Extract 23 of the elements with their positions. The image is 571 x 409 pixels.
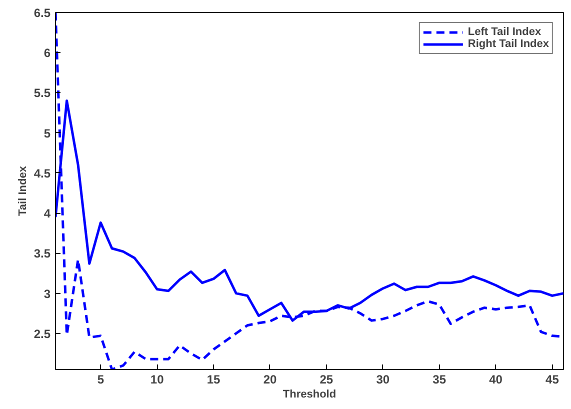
y-tick-label: 3.5 xyxy=(34,246,51,261)
x-tick-label: 45 xyxy=(546,372,560,386)
x-tick-label: 15 xyxy=(206,372,221,386)
x-tick-label: 35 xyxy=(432,372,446,386)
y-tick-label: 4 xyxy=(44,206,51,221)
x-tick-label: 25 xyxy=(320,372,334,386)
legend-label: Right Tail Index xyxy=(468,38,549,50)
x-tick-label: 30 xyxy=(376,372,390,386)
y-tick-label: 4.5 xyxy=(34,166,51,180)
line-series xyxy=(56,12,564,370)
y-tick-label: 6.5 xyxy=(34,6,51,20)
legend-label: Left Tail Index xyxy=(468,26,542,38)
y-tick-label: 3 xyxy=(44,286,51,301)
y-tick-label: 2.5 xyxy=(34,326,51,341)
y-tick-label: 5 xyxy=(44,126,51,140)
y-tick-label: 5.5 xyxy=(34,86,51,100)
x-tick-label: 5 xyxy=(97,372,104,386)
x-tick-label: 20 xyxy=(263,372,277,386)
y-axis-title: Tail Index xyxy=(16,165,29,216)
y-tick-label: 6 xyxy=(44,46,51,60)
x-tick-label: 10 xyxy=(150,372,164,386)
x-axis-title: Threshold xyxy=(282,388,336,400)
x-tick-label: 40 xyxy=(489,372,503,386)
